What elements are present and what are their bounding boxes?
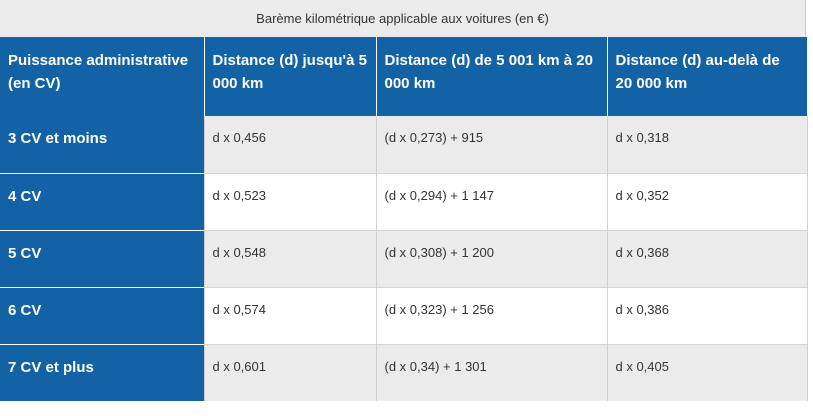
cell-upto-5000: d x 0,523 — [204, 172, 377, 230]
table-row: 5 CV d x 0,548 (d x 0,308) + 1 200 d x 0… — [0, 229, 808, 287]
mileage-allowance-table-container: Barème kilométrique applicable aux voitu… — [0, 0, 808, 401]
cell-5001-20000: (d x 0,34) + 1 301 — [376, 343, 608, 401]
cell-5001-20000: (d x 0,294) + 1 147 — [376, 172, 608, 230]
table-row: 4 CV d x 0,523 (d x 0,294) + 1 147 d x 0… — [0, 172, 808, 230]
row-power-label: 4 CV — [0, 172, 205, 230]
table-row: 3 CV et moins d x 0,456 (d x 0,273) + 91… — [0, 116, 808, 173]
cell-over-20000: d x 0,318 — [607, 116, 808, 173]
mileage-allowance-table: Puissance administrative (en CV) Distanc… — [0, 37, 808, 401]
table-row: 7 CV et plus d x 0,601 (d x 0,34) + 1 30… — [0, 343, 808, 401]
table-caption: Barème kilométrique applicable aux voitu… — [0, 0, 806, 37]
cell-upto-5000: d x 0,601 — [204, 343, 377, 401]
table-row: 6 CV d x 0,574 (d x 0,323) + 1 256 d x 0… — [0, 286, 808, 344]
cell-5001-20000: (d x 0,323) + 1 256 — [376, 286, 608, 344]
header-distance-over-20000: Distance (d) au-delà de 20 000 km — [607, 37, 807, 116]
cell-upto-5000: d x 0,548 — [204, 229, 377, 287]
row-power-label: 3 CV et moins — [0, 116, 205, 173]
cell-upto-5000: d x 0,456 — [204, 116, 377, 173]
cell-5001-20000: (d x 0,308) + 1 200 — [376, 229, 608, 287]
cell-over-20000: d x 0,368 — [607, 229, 808, 287]
row-power-label: 5 CV — [0, 229, 205, 287]
row-power-label: 7 CV et plus — [0, 343, 205, 401]
cell-over-20000: d x 0,386 — [607, 286, 808, 344]
cell-5001-20000: (d x 0,273) + 915 — [376, 116, 608, 173]
header-distance-upto-5000: Distance (d) jusqu'à 5 000 km — [204, 37, 377, 116]
row-power-label: 6 CV — [0, 286, 205, 344]
cell-over-20000: d x 0,405 — [607, 343, 808, 401]
cell-upto-5000: d x 0,574 — [204, 286, 377, 344]
table-header-row: Puissance administrative (en CV) Distanc… — [0, 37, 807, 116]
header-distance-5001-20000: Distance (d) de 5 001 km à 20 000 km — [376, 37, 608, 116]
header-power: Puissance administrative (en CV) — [0, 37, 205, 116]
cell-over-20000: d x 0,352 — [607, 172, 808, 230]
